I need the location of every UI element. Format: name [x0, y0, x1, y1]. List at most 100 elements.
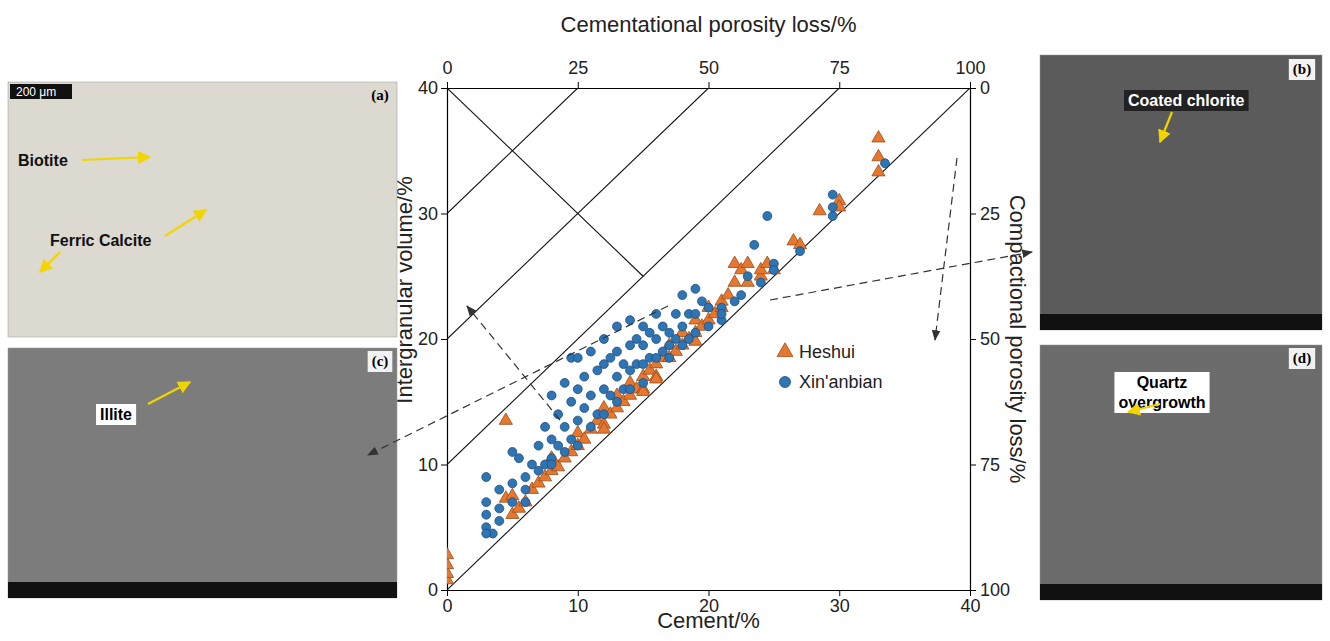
point [691, 284, 700, 293]
leader-arrow [935, 158, 957, 340]
point [626, 385, 635, 394]
point [828, 203, 837, 212]
tick: 40 [960, 590, 980, 616]
axis-line [447, 89, 448, 591]
point [691, 328, 700, 337]
legend-marker [777, 343, 793, 357]
point [521, 473, 530, 482]
photo-label: Coated chlorite [1128, 92, 1245, 109]
tick: 75 [830, 58, 850, 88]
info-bar [1040, 584, 1322, 600]
point [743, 272, 752, 281]
point [499, 413, 512, 424]
point [495, 504, 504, 513]
tick-mark [441, 465, 447, 466]
tick: 0 [428, 580, 447, 600]
point [573, 385, 582, 394]
point [519, 495, 532, 506]
scale-bar-label: 200 μm [16, 85, 56, 99]
point [586, 391, 595, 400]
point [482, 510, 491, 519]
point [521, 485, 530, 494]
tick-label: 10 [568, 596, 588, 616]
point [495, 517, 504, 526]
point [639, 341, 648, 350]
point [521, 498, 530, 507]
tick: 20 [418, 329, 447, 349]
tick-label: 30 [830, 596, 850, 616]
point [508, 479, 517, 488]
tick: 75 [970, 455, 1000, 475]
point [704, 322, 713, 331]
point [599, 410, 608, 419]
photo-panel: (c)Illite [8, 348, 397, 598]
tick: 30 [830, 590, 850, 616]
series [482, 159, 890, 538]
tick-label: 50 [980, 329, 1000, 349]
point [508, 498, 517, 507]
point [534, 441, 543, 450]
point [750, 240, 759, 249]
photo-label: Illite [100, 406, 132, 423]
tick-label: 75 [830, 58, 850, 78]
point [573, 441, 582, 450]
point [541, 422, 550, 431]
point [482, 473, 491, 482]
point [665, 353, 674, 362]
point [678, 291, 687, 300]
point [586, 347, 595, 356]
tick: 40 [418, 78, 447, 98]
photo-panel: (d)Quartzovergrowth [1040, 345, 1322, 600]
point [881, 159, 890, 168]
point [560, 448, 569, 457]
tick-mark [447, 82, 448, 88]
label-box [1114, 372, 1209, 413]
tick-label: 25 [980, 204, 1000, 224]
point [547, 391, 556, 400]
chart: 01020304001020304002550751000255075100Ce… [392, 12, 1030, 633]
panel-letter: (b) [1293, 61, 1311, 78]
tick-mark [970, 214, 976, 215]
tick-mark [970, 339, 976, 340]
point [573, 416, 582, 425]
tick-mark [839, 82, 840, 88]
label-arrow [40, 252, 60, 272]
legend-label: Heshui [799, 342, 855, 362]
tick: 25 [568, 58, 588, 88]
info-bar [1040, 314, 1322, 330]
point [704, 303, 713, 312]
point [691, 309, 700, 318]
label-arrow [1128, 404, 1160, 412]
point [737, 291, 746, 300]
figure: 01020304001020304002550751000255075100Ce… [0, 0, 1330, 641]
panel-letter: (d) [1293, 350, 1311, 367]
point [650, 372, 663, 383]
series [447, 131, 885, 584]
tick: 0 [442, 58, 452, 88]
point [580, 372, 589, 381]
tick-label: 40 [960, 596, 980, 616]
photo [8, 82, 397, 337]
tick: 50 [699, 58, 719, 88]
point [717, 309, 726, 318]
photo [1040, 345, 1322, 600]
point [613, 397, 622, 406]
photo-panel: (b) Coated chlorite [1040, 55, 1322, 330]
tick-label: 10 [418, 455, 438, 475]
panel-letter: (a) [371, 87, 389, 104]
tick: 10 [568, 590, 588, 616]
point [828, 190, 837, 199]
tick: 0 [442, 590, 452, 616]
point [597, 422, 610, 433]
axis: 0255075100 [970, 78, 1010, 600]
point [560, 422, 569, 431]
tick-label: 20 [418, 329, 438, 349]
point [741, 256, 754, 267]
point [547, 460, 556, 469]
label-box [1289, 59, 1315, 80]
reference-line [447, 88, 839, 465]
photo-label: Biotite [18, 152, 68, 169]
tick-label: 75 [980, 455, 1000, 475]
photo [1040, 55, 1322, 330]
point [613, 372, 622, 381]
